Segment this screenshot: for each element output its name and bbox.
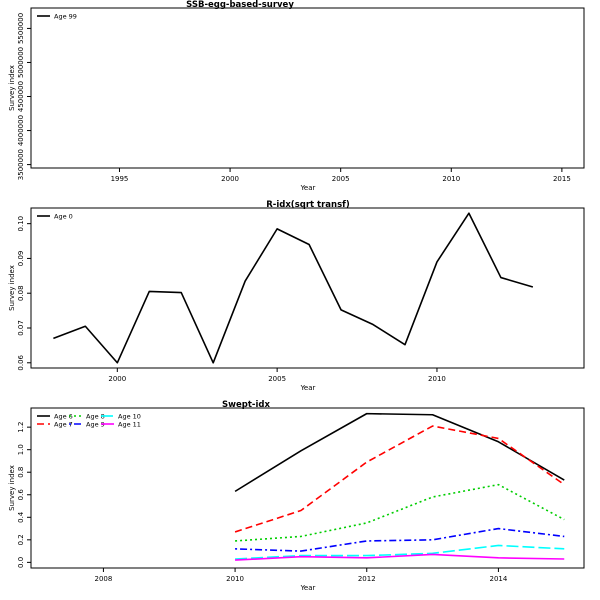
plot-frame xyxy=(30,207,585,369)
y-tick-label: 4000000 xyxy=(17,115,25,146)
series-line-4 xyxy=(235,527,565,552)
x-tick-label: 2010 xyxy=(428,375,446,383)
x-tick-label: 2012 xyxy=(358,575,376,583)
x-axis-label: Year xyxy=(300,584,316,592)
legend: Age 0 xyxy=(37,213,73,221)
chart-panel-3: Swept-idx Year Survey index 2008 2010 2012 201… xyxy=(8,400,585,592)
y-tick-label: 5500000 xyxy=(17,13,25,44)
x-tick-label: 2000 xyxy=(221,175,239,183)
chart-title: SSB-egg-based-survey xyxy=(186,0,294,10)
x-tick-label: 2015 xyxy=(553,175,571,183)
legend-label: Age 6 xyxy=(54,413,73,421)
legend-label: Age 11 xyxy=(118,421,141,429)
x-tick-label: 2000 xyxy=(108,375,126,383)
x-tick-label: 2005 xyxy=(332,175,350,183)
x-tick-label: 1995 xyxy=(111,175,129,183)
series-line-1 xyxy=(53,212,534,364)
chart-title: R-idx(sqrt transf) xyxy=(266,200,350,210)
y-axis-label: Survey index xyxy=(8,265,16,311)
y-tick-label: 4500000 xyxy=(17,81,25,112)
y-tick-label: 0.07 xyxy=(17,320,25,336)
chart-panel-1: SSB-egg-based-survey Year Survey index 1995… xyxy=(8,0,585,192)
y-tick-label: 1.2 xyxy=(17,422,25,433)
legend: Age 99 xyxy=(37,13,77,21)
legend-label: Age 0 xyxy=(54,213,73,221)
x-tick-label: 2010 xyxy=(226,575,244,583)
chart-panel-2: R-idx(sqrt transf) Year Survey index 2000 20… xyxy=(8,200,585,392)
legend-label: Age 99 xyxy=(54,13,77,21)
x-axis-label: Year xyxy=(300,184,316,192)
series-line-1 xyxy=(234,412,565,493)
y-tick-label: 0.8 xyxy=(17,467,25,478)
y-tick-label: 0.06 xyxy=(17,354,25,370)
series-line-6 xyxy=(235,553,565,561)
y-tick-label: 5000000 xyxy=(17,47,25,78)
y-tick-label: 0.4 xyxy=(17,511,25,523)
y-tick-label: 0.2 xyxy=(17,534,25,545)
series-line-3 xyxy=(235,483,565,542)
y-tick-label: 3500000 xyxy=(17,149,25,180)
y-tick-label: 0.6 xyxy=(17,489,25,501)
x-tick-label: 2005 xyxy=(268,375,286,383)
y-tick-label: 0.10 xyxy=(17,216,25,232)
x-axis-label: Year xyxy=(300,384,316,392)
y-axis-label: Survey index xyxy=(8,465,16,511)
series-line-2 xyxy=(234,425,565,533)
y-tick-label: 0.09 xyxy=(17,251,25,267)
x-tick-label: 2008 xyxy=(95,575,113,583)
legend-label: Age 10 xyxy=(118,413,141,421)
series-line-5 xyxy=(235,544,565,560)
x-tick-label: 2010 xyxy=(442,175,460,183)
y-tick-label: 0.08 xyxy=(17,285,25,301)
y-tick-label: 0.0 xyxy=(17,557,25,568)
y-tick-label: 1.0 xyxy=(17,444,25,455)
plot-frame xyxy=(30,407,585,569)
plot-frame xyxy=(30,7,585,169)
legend-label: Age 9 xyxy=(86,421,105,429)
chart-title: Swept-idx xyxy=(222,400,270,410)
x-tick-label: 2014 xyxy=(490,575,508,583)
y-axis-label: Survey index xyxy=(8,65,16,111)
legend-label: Age 7 xyxy=(54,421,73,429)
legend-label: Age 8 xyxy=(86,413,105,421)
